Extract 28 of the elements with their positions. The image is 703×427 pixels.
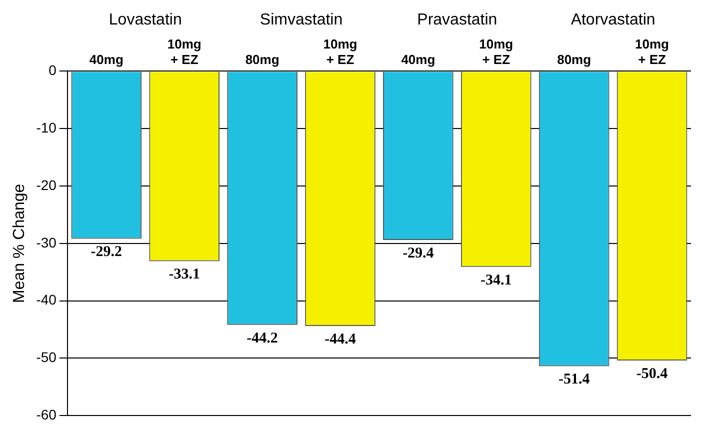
data-label: -29.4 [402, 245, 434, 262]
y-tick-label: -60 [36, 406, 57, 422]
y-tick-label: -40 [36, 292, 57, 308]
x-tick-label: 80mg [245, 52, 280, 67]
data-label: -29.2 [90, 244, 122, 260]
y-tick-label: 0 [48, 62, 57, 78]
x-tick-label: 40mg [401, 52, 436, 67]
x-tick-label: 10mg + EZ [167, 36, 202, 67]
x-tick-label: 40mg [89, 52, 124, 67]
x-tick-label: 10mg + EZ [635, 36, 670, 67]
y-axis-title: Mean % Change [11, 184, 28, 303]
y-tick-label: -30 [36, 234, 57, 250]
data-label: -44.2 [246, 330, 278, 346]
data-label: -33.1 [168, 266, 200, 283]
x-tick-label: 80mg [557, 52, 592, 67]
text: Lovastatin [108, 11, 182, 28]
x-tick-label: 10mg + EZ [479, 36, 514, 67]
y-tick-label: -10 [36, 119, 57, 136]
text: Atorvastatin [570, 11, 656, 28]
data-label: -44.4 [324, 331, 356, 348]
data-label: -50.4 [636, 366, 668, 382]
data-label: -34.1 [480, 272, 512, 288]
data-label: -51.4 [558, 372, 590, 388]
text: Pravastatin [417, 11, 498, 28]
text: Simvastatin [260, 11, 343, 28]
y-tick-label: -50 [36, 349, 57, 366]
x-tick-label: 10mg + EZ [323, 36, 358, 67]
y-tick-label: -20 [36, 176, 57, 193]
